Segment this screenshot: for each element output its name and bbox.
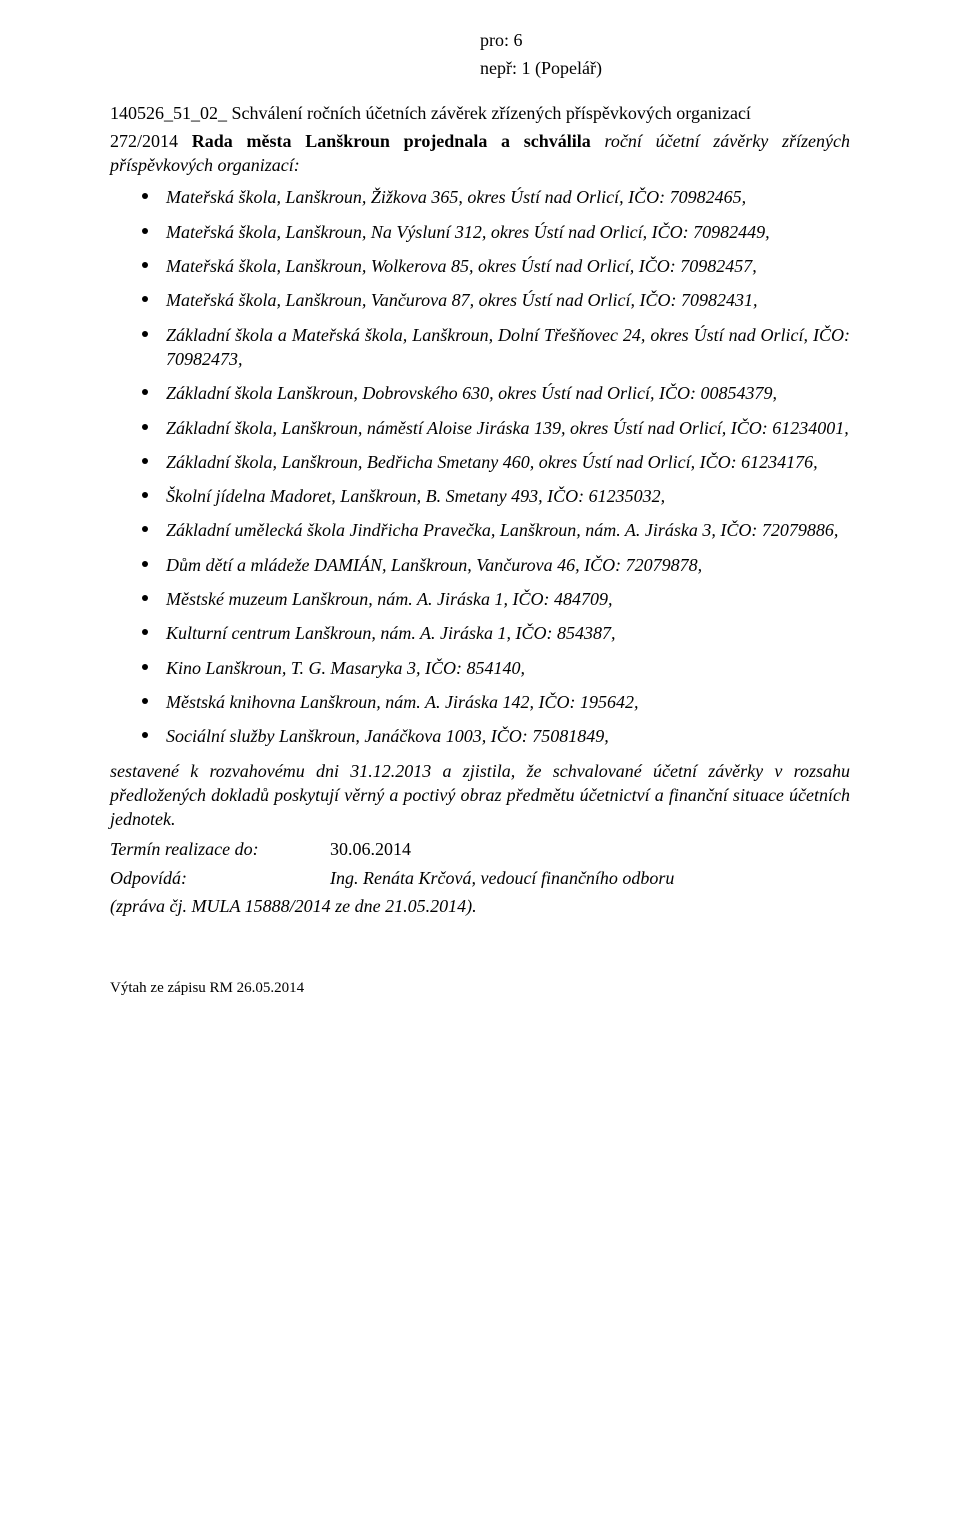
reference-line: (zpráva čj. MULA 15888/2014 ze dne 21.05… <box>110 894 850 918</box>
list-item: Základní škola Lanškroun, Dobrovského 63… <box>142 381 850 405</box>
deadline-row: Termín realizace do: 30.06.2014 <box>110 837 850 861</box>
list-item: Mateřská škola, Lanškroun, Vančurova 87,… <box>142 288 850 312</box>
intro-paragraph: 272/2014 Rada města Lanškroun projednala… <box>110 129 850 178</box>
vote-against: nepř: 1 (Popelář) <box>480 56 850 80</box>
list-item: Základní škola a Mateřská škola, Lanškro… <box>142 323 850 372</box>
deadline-value: 30.06.2014 <box>330 837 411 861</box>
responsible-label: Odpovídá: <box>110 866 330 890</box>
list-item: Základní škola, Lanškroun, Bedřicha Smet… <box>142 450 850 474</box>
list-item: Městská knihovna Lanškroun, nám. A. Jirá… <box>142 690 850 714</box>
list-item: Sociální služby Lanškroun, Janáčkova 100… <box>142 724 850 748</box>
deadline-label: Termín realizace do: <box>110 837 330 861</box>
intro-bold: Rada města Lanškroun projednala a schvál… <box>192 131 591 151</box>
list-item: Městské muzeum Lanškroun, nám. A. Jirásk… <box>142 587 850 611</box>
list-item: Školní jídelna Madoret, Lanškroun, B. Sm… <box>142 484 850 508</box>
list-item: Základní škola, Lanškroun, náměstí Alois… <box>142 416 850 440</box>
intro-ref: 272/2014 <box>110 131 192 151</box>
organization-list: Mateřská škola, Lanškroun, Žižkova 365, … <box>110 185 850 748</box>
list-item: Mateřská škola, Lanškroun, Žižkova 365, … <box>142 185 850 209</box>
vote-for: pro: 6 <box>480 28 850 52</box>
responsible-row: Odpovídá: Ing. Renáta Krčová, vedoucí fi… <box>110 866 850 890</box>
list-item: Základní umělecká škola Jindřicha Praveč… <box>142 518 850 542</box>
closing-paragraph: sestavené k rozvahovému dni 31.12.2013 a… <box>110 759 850 832</box>
list-item: Mateřská škola, Lanškroun, Na Výsluní 31… <box>142 220 850 244</box>
list-item: Mateřská škola, Lanškroun, Wolkerova 85,… <box>142 254 850 278</box>
list-item: Kino Lanškroun, T. G. Masaryka 3, IČO: 8… <box>142 656 850 680</box>
responsible-value: Ing. Renáta Krčová, vedoucí finančního o… <box>330 866 674 890</box>
list-item: Dům dětí a mládeže DAMIÁN, Lanškroun, Va… <box>142 553 850 577</box>
page-footer: Výtah ze zápisu RM 26.05.2014 <box>110 978 850 998</box>
section-heading: 140526_51_02_ Schválení ročních účetních… <box>110 101 850 125</box>
document-page: pro: 6 nepř: 1 (Popelář) 140526_51_02_ S… <box>0 0 960 1513</box>
list-item: Kulturní centrum Lanškroun, nám. A. Jirá… <box>142 621 850 645</box>
vote-block: pro: 6 nepř: 1 (Popelář) <box>110 28 850 81</box>
